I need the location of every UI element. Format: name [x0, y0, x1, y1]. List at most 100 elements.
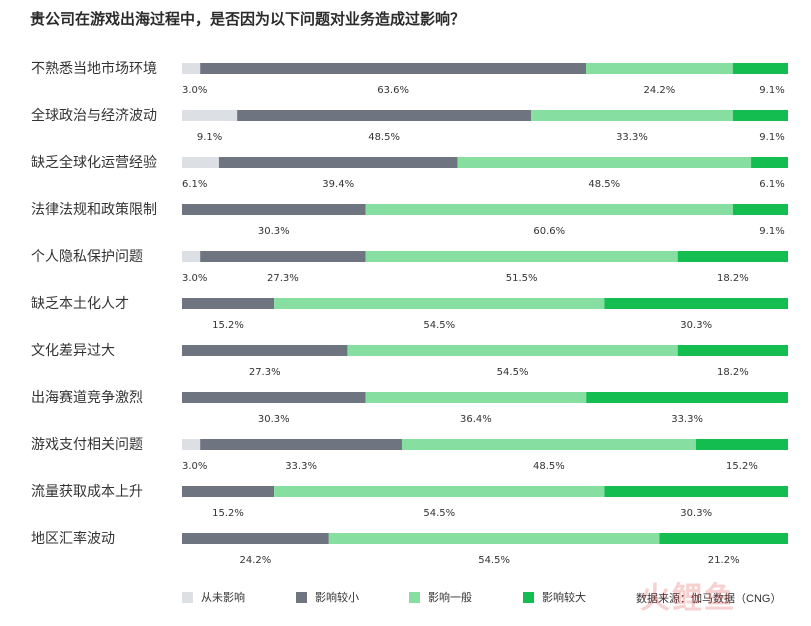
- bar-segment-never: [182, 251, 201, 262]
- data-label: 48.5%: [588, 179, 620, 190]
- bar-segment-general: [328, 533, 660, 544]
- bar-segment-large: [751, 157, 788, 168]
- bar-segment-large: [604, 298, 788, 309]
- data-label: 54.5%: [497, 367, 529, 378]
- bar-segment-small: [182, 298, 275, 309]
- data-source: 数据来源：伽马数据（CNG）: [636, 593, 782, 605]
- bar-segment-large: [677, 251, 788, 262]
- category-label: 不熟悉当地市场环境: [31, 60, 157, 77]
- bar-segment-never: [182, 439, 201, 450]
- bar-segment-small: [200, 63, 587, 74]
- category-label: 流量获取成本上升: [31, 484, 143, 500]
- legend-swatch-small: [296, 591, 307, 603]
- data-label: 54.5%: [423, 508, 455, 519]
- category-label: 法律法规和政策限制: [31, 201, 157, 218]
- category-label: 缺乏全球化运营经验: [31, 154, 157, 171]
- bar-segment-small: [182, 204, 366, 215]
- data-label: 36.4%: [460, 414, 492, 425]
- data-label: 30.3%: [680, 508, 712, 519]
- bar-segment-general: [274, 486, 605, 497]
- data-label: 9.1%: [759, 132, 784, 143]
- bar-segment-never: [182, 110, 238, 121]
- data-label: 54.5%: [423, 320, 455, 331]
- data-label: 15.2%: [212, 320, 244, 331]
- category-label: 出海赛道竞争激烈: [31, 389, 143, 406]
- data-label: 39.4%: [322, 179, 354, 190]
- bar-segment-general: [586, 63, 733, 74]
- legend-item-general: 影响一般: [409, 589, 472, 605]
- legend-item-large: 影响较大: [523, 589, 586, 605]
- data-label: 33.3%: [285, 461, 317, 472]
- data-label: 33.3%: [671, 414, 703, 425]
- legend-label-never: 从未影响: [201, 592, 245, 604]
- data-label: 15.2%: [726, 461, 758, 472]
- category-label: 缺乏本土化人才: [31, 296, 129, 312]
- category-label: 地区汇率波动: [31, 530, 115, 547]
- legend-label-large: 影响较大: [542, 592, 586, 604]
- bar-segment-general: [347, 345, 678, 356]
- data-label: 9.1%: [759, 226, 784, 237]
- bar-segment-small: [182, 533, 329, 544]
- legend-swatch-never: [182, 591, 193, 603]
- bar-segment-general: [457, 157, 752, 168]
- bar-segment-large: [732, 63, 788, 74]
- data-label: 63.6%: [377, 85, 409, 96]
- data-label: 6.1%: [182, 179, 207, 190]
- bar-segment-small: [237, 110, 532, 121]
- bar-segment-general: [274, 298, 605, 309]
- bar-segment-large: [659, 533, 788, 544]
- legend-label-small: 影响较小: [315, 592, 359, 604]
- bar-segment-small: [200, 439, 402, 450]
- bar-segment-large: [604, 486, 788, 497]
- data-label: 3.0%: [182, 85, 207, 96]
- data-label: 3.0%: [182, 273, 207, 284]
- category-label: 全球政治与经济波动: [31, 107, 157, 124]
- data-label: 27.3%: [249, 367, 281, 378]
- data-label: 30.3%: [258, 414, 290, 425]
- bar-segment-general: [365, 392, 587, 403]
- bar-segment-large: [732, 204, 788, 215]
- data-label: 51.5%: [506, 273, 538, 284]
- legend-item-small: 影响较小: [296, 589, 359, 605]
- legend-label-general: 影响一般: [428, 592, 472, 604]
- bar-segment-small: [182, 392, 366, 403]
- chart-title: 贵公司在游戏出海过程中，是否因为以下问题对业务造成过影响？: [30, 11, 466, 28]
- data-label: 60.6%: [533, 226, 565, 237]
- bar-segment-small: [218, 157, 458, 168]
- data-label: 48.5%: [368, 132, 400, 143]
- data-label: 21.2%: [708, 555, 740, 566]
- bar-segment-general: [401, 439, 696, 450]
- bar-segment-never: [182, 63, 201, 74]
- data-label: 15.2%: [212, 508, 244, 519]
- data-label: 48.5%: [533, 461, 565, 472]
- legend-swatch-large: [523, 591, 534, 603]
- bar-segment-small: [182, 345, 348, 356]
- data-label: 24.2%: [240, 555, 272, 566]
- data-label: 6.1%: [759, 179, 784, 190]
- data-label: 30.3%: [680, 320, 712, 331]
- legend-swatch-general: [409, 591, 420, 603]
- legend-item-never: 从未影响: [182, 589, 245, 605]
- bar-segment-large: [677, 345, 788, 356]
- bar-segment-small: [200, 251, 366, 262]
- data-label: 33.3%: [616, 132, 648, 143]
- data-label: 54.5%: [478, 555, 510, 566]
- bar-segment-large: [586, 392, 788, 403]
- bar-segment-general: [531, 110, 733, 121]
- bar-segment-small: [182, 486, 275, 497]
- bar-segment-never: [182, 157, 219, 168]
- bar-segment-general: [365, 204, 733, 215]
- data-label: 3.0%: [182, 461, 207, 472]
- data-label: 24.2%: [644, 85, 676, 96]
- data-label: 30.3%: [258, 226, 290, 237]
- bar-segment-large: [695, 439, 788, 450]
- bar-segment-general: [365, 251, 678, 262]
- category-label: 文化差异过大: [31, 343, 115, 359]
- bar-segment-large: [732, 110, 788, 121]
- data-label: 27.3%: [267, 273, 299, 284]
- category-label: 游戏支付相关问题: [31, 437, 143, 453]
- data-label: 18.2%: [717, 273, 749, 284]
- legend: 从未影响 影响较小 影响一般 影响较大: [0, 589, 811, 611]
- data-label: 9.1%: [759, 85, 784, 96]
- data-label: 9.1%: [197, 132, 222, 143]
